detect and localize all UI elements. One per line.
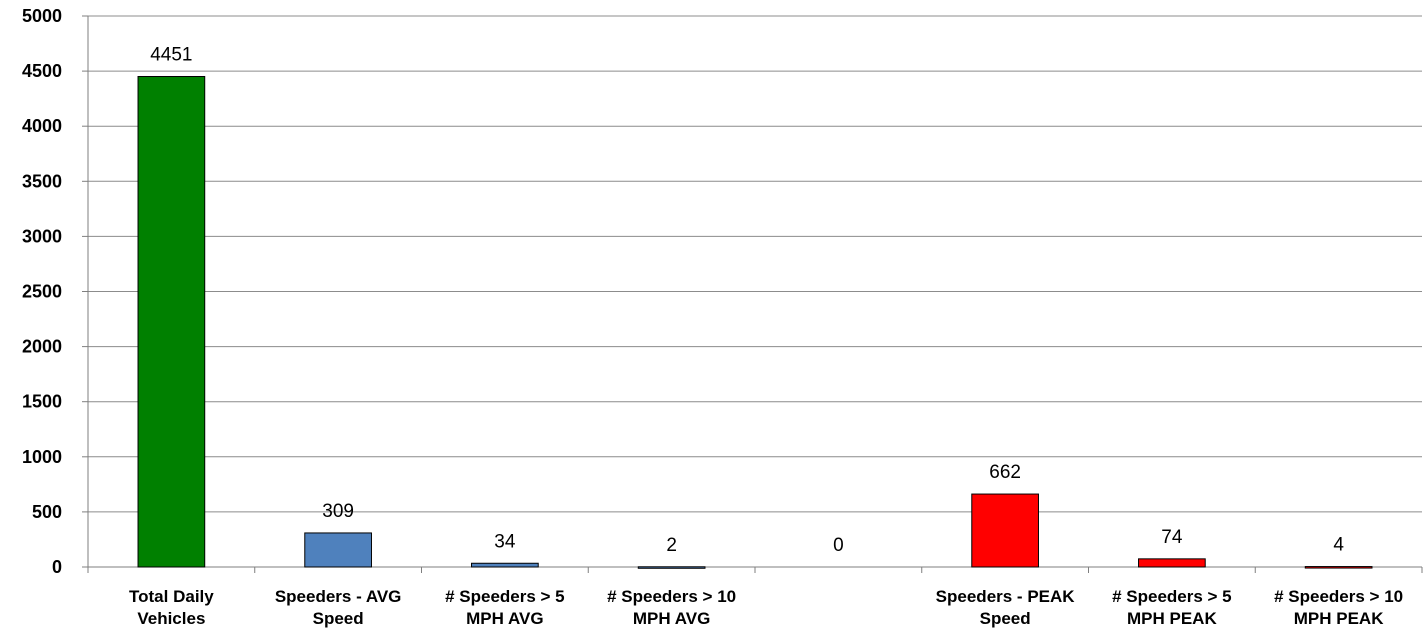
y-tick-label: 5000 xyxy=(22,6,62,26)
bar xyxy=(1304,566,1373,569)
bar xyxy=(1138,558,1206,568)
bar-value-label: 0 xyxy=(833,535,844,556)
x-category-label: Total Daily xyxy=(129,587,214,606)
y-tick-label: 2000 xyxy=(22,337,62,357)
y-tick-label: 1500 xyxy=(22,392,62,412)
bars xyxy=(137,75,1373,569)
bar xyxy=(137,75,206,568)
x-category-label: # Speeders > 10 xyxy=(607,587,736,606)
gridlines xyxy=(88,15,1422,513)
bar-value-label: 4451 xyxy=(150,44,192,65)
bar-value-label: 34 xyxy=(494,531,516,552)
x-category-label: # Speeders > 5 xyxy=(1112,587,1232,606)
bar-value-label: 662 xyxy=(989,462,1021,483)
y-tick-label: 3000 xyxy=(22,226,62,246)
y-tick-label: 2500 xyxy=(22,282,62,302)
bar xyxy=(304,532,372,568)
y-tick-label: 0 xyxy=(52,557,62,577)
y-tick-labels: 0 500 1000 1500 2000 2500 3000 3500 4000 4500 5000 xyxy=(22,6,62,577)
x-category-label: Speeders - AVG xyxy=(275,587,402,606)
bar xyxy=(637,566,706,569)
x-category-label: MPH PEAK xyxy=(1294,609,1384,628)
bar-value-label: 309 xyxy=(322,501,354,522)
data-labels: 4451 309 34 2 0 662 74 4 xyxy=(150,44,1344,556)
x-category-label: Speed xyxy=(313,609,364,628)
x-category-label: MPH AVG xyxy=(633,609,710,628)
x-category-label: Vehicles xyxy=(137,609,205,628)
axes xyxy=(82,15,1423,573)
bar-value-label: 2 xyxy=(666,535,677,556)
y-tick-label: 500 xyxy=(32,502,62,522)
bar-value-label: 4 xyxy=(1333,535,1344,556)
y-tick-label: 3500 xyxy=(22,171,62,191)
bar-value-label: 74 xyxy=(1161,527,1183,548)
y-tick-label: 4500 xyxy=(22,61,62,81)
x-category-label: # Speeders > 10 xyxy=(1274,587,1403,606)
bar xyxy=(971,493,1039,568)
x-category-label: Speed xyxy=(980,609,1031,628)
x-category-labels: Total Daily Vehicles Speeders - AVG Speed # … xyxy=(129,587,1403,628)
y-tick-label: 1000 xyxy=(22,447,62,467)
x-category-label: MPH PEAK xyxy=(1127,609,1217,628)
x-category-label: MPH AVG xyxy=(466,609,543,628)
x-category-label: # Speeders > 5 xyxy=(445,587,565,606)
x-category-label: Speeders - PEAK xyxy=(936,587,1076,606)
bar xyxy=(471,562,539,568)
y-tick-label: 4000 xyxy=(22,116,62,136)
